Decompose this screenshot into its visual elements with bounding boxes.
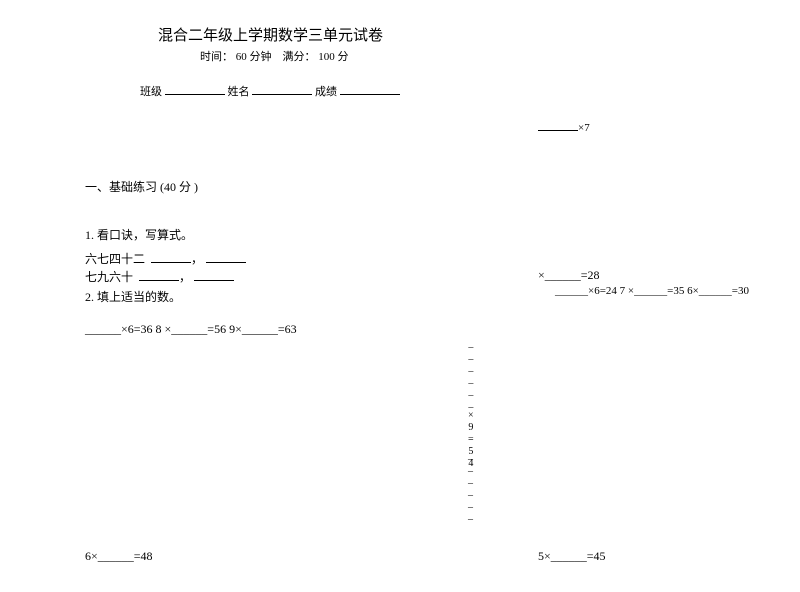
q1-line2: 七九六十 ， — [85, 268, 234, 285]
x7-blank — [538, 118, 578, 131]
q1-line1-text: 六七四十二 — [85, 252, 145, 266]
q1-title: 1. 看口诀，写算式。 — [85, 226, 193, 243]
v2-l5: _ — [468, 498, 473, 510]
q2-title: 2. 填上适当的数。 — [85, 288, 181, 305]
class-label: 班级 — [140, 86, 162, 98]
v1-l5: _ — [468, 386, 474, 398]
v1-l9: = — [468, 434, 474, 446]
v1-l4: _ — [468, 374, 474, 386]
score-label: 满分： — [283, 51, 316, 63]
bottom-left-eq: 6×______=48 — [85, 549, 153, 564]
score-value: 100 分 — [318, 51, 348, 63]
subtitle: 时间： 60 分钟 满分： 100 分 — [200, 48, 349, 64]
q2-line: ______×6=36 8 ×______=56 9×______=63 — [85, 322, 297, 337]
v2-l4: _ — [468, 486, 473, 498]
v1-l7: × — [468, 410, 474, 422]
v2-l6: _ — [468, 510, 473, 522]
right-eq1b: ______×6=24 7 ×______=35 6×______=30 — [555, 285, 749, 297]
vertical-column-2: _ _ _ _ _ _ — [468, 450, 473, 522]
section-heading: 一、基础练习 (40 分 ) — [85, 178, 198, 195]
v2-l3: _ — [468, 474, 473, 486]
v1-l6: _ — [468, 398, 474, 410]
name-blank — [252, 82, 312, 95]
info-line: 班级 姓名 成绩 — [140, 82, 400, 99]
x7-tail: ×7 — [578, 122, 590, 134]
v2-l1: _ — [468, 450, 473, 462]
right-eq1: ×______=28 — [538, 268, 600, 283]
q1-line2-text: 七九六十 — [85, 270, 133, 284]
q1-blank3 — [139, 268, 179, 281]
document-title: 混合二年级上学期数学三单元试卷 — [158, 24, 383, 45]
x7-expression: ×7 — [538, 118, 590, 134]
v1-l3: _ — [468, 362, 474, 374]
v1-l8: 9 — [468, 422, 474, 434]
comma1: ， — [191, 252, 203, 266]
score-blank — [340, 82, 400, 95]
q1-blank4 — [194, 268, 234, 281]
time-value: 60 分钟 — [236, 51, 272, 63]
class-blank — [165, 82, 225, 95]
v1-l1: _ — [468, 338, 474, 350]
score-label-2: 成绩 — [315, 86, 337, 98]
v1-l2: _ — [468, 350, 474, 362]
q1-blank1 — [151, 250, 191, 263]
v2-l2: _ — [468, 462, 473, 474]
comma2: ， — [179, 270, 191, 284]
q1-line1: 六七四十二 ， — [85, 250, 246, 267]
q1-blank2 — [206, 250, 246, 263]
name-label: 姓名 — [228, 86, 250, 98]
bottom-right-eq: 5×______=45 — [538, 549, 606, 564]
time-label: 时间： — [200, 51, 233, 63]
